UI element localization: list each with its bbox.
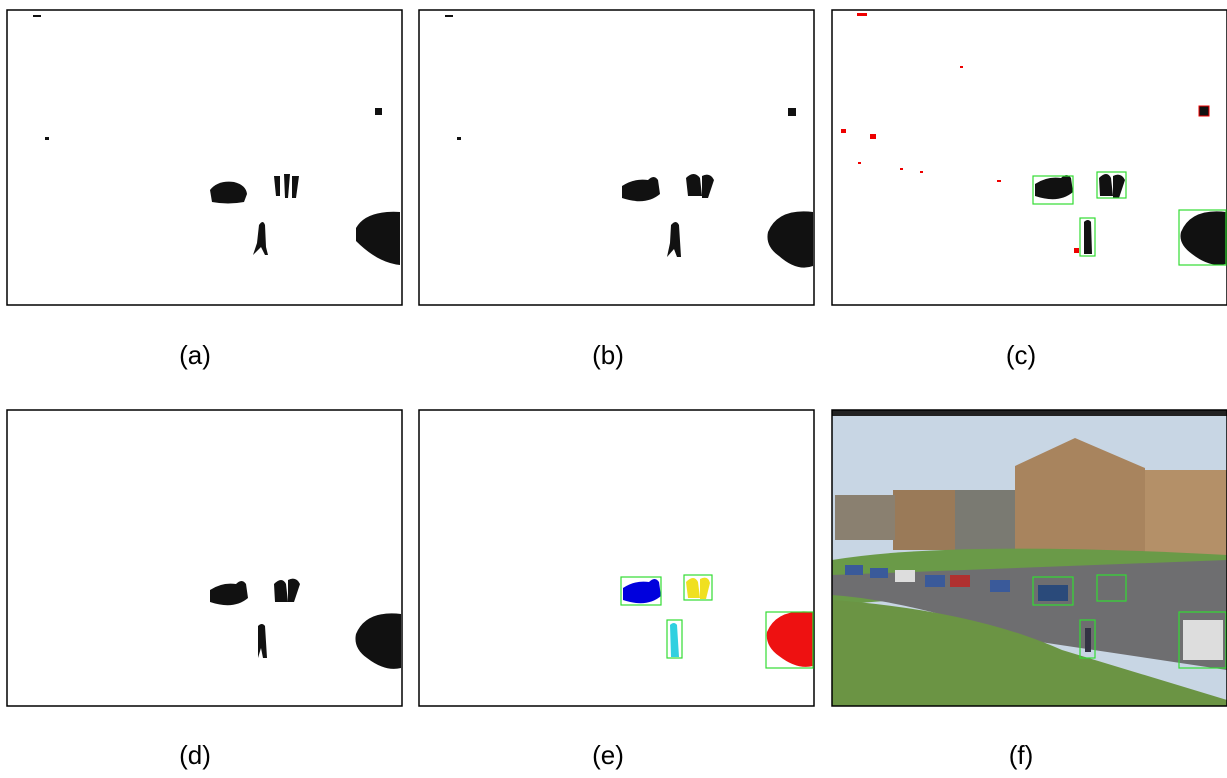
panel-e [419,410,814,706]
panel-f-photo [832,410,1227,706]
caption: (b) [592,340,624,370]
caption: (f) [1009,740,1034,770]
caption: (e) [592,740,624,770]
panel-a [7,10,402,305]
panel-b [419,10,814,305]
panel-d [7,410,402,706]
panel-c [832,10,1227,305]
caption: (c) [1006,340,1036,370]
figure: (a) (b) (c) (d) (e) (f) [0,0,1227,778]
caption: (d) [179,740,211,770]
caption: (a) [179,340,211,370]
